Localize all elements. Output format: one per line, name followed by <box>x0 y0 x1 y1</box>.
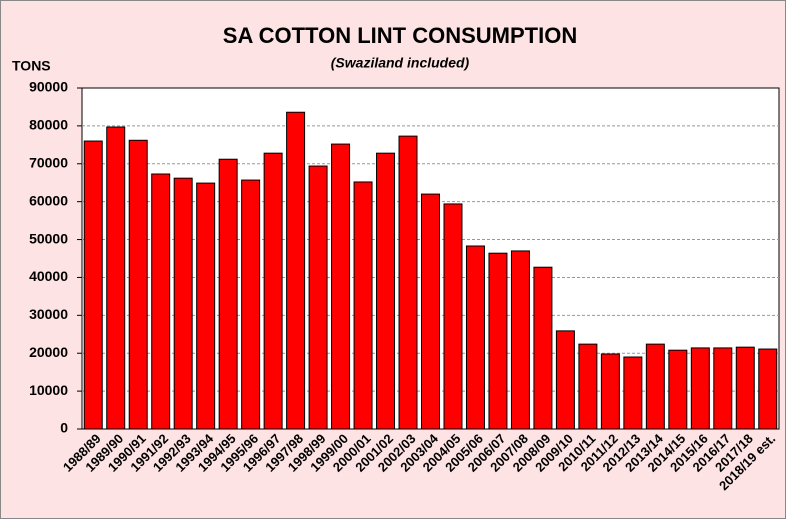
bar <box>443 203 463 430</box>
bar <box>173 177 193 430</box>
bar <box>713 347 733 430</box>
bar <box>533 266 553 430</box>
bar <box>690 347 710 430</box>
y-tick-label: 70000 <box>29 154 68 170</box>
bar <box>106 126 126 430</box>
bar <box>353 181 373 430</box>
y-tick-label: 0 <box>60 420 68 436</box>
bar <box>308 165 328 430</box>
bar <box>83 140 103 430</box>
bar <box>421 193 440 430</box>
bar <box>735 346 755 430</box>
bar <box>668 349 688 430</box>
bar <box>578 343 598 430</box>
bar <box>151 173 171 430</box>
bar <box>510 250 530 430</box>
bar <box>465 245 485 430</box>
y-tick-label: 30000 <box>29 306 68 322</box>
bar <box>758 348 778 430</box>
chart-subtitle: (Swaziland included) <box>331 55 470 71</box>
bar <box>218 158 238 430</box>
bar <box>263 152 283 430</box>
y-axis-title: TONS <box>12 58 51 74</box>
y-tick-label: 20000 <box>29 344 68 360</box>
bar <box>398 135 418 430</box>
chart-title: SA COTTON LINT CONSUMPTION <box>223 23 577 48</box>
y-tick-label: 40000 <box>29 268 68 284</box>
bar <box>286 111 306 430</box>
bar <box>600 353 620 430</box>
y-tick-label: 60000 <box>29 192 68 208</box>
bar <box>241 179 261 430</box>
bar <box>645 343 665 430</box>
bar <box>376 152 396 430</box>
bar <box>128 139 148 430</box>
bar <box>555 330 575 430</box>
y-tick-label: 90000 <box>29 79 68 95</box>
y-tick-label: 80000 <box>29 117 68 133</box>
bar <box>196 182 216 430</box>
y-tick-label: 50000 <box>29 230 68 246</box>
bar <box>488 252 508 430</box>
bar <box>331 143 351 430</box>
bar <box>623 356 643 430</box>
y-tick-label: 10000 <box>29 382 68 398</box>
